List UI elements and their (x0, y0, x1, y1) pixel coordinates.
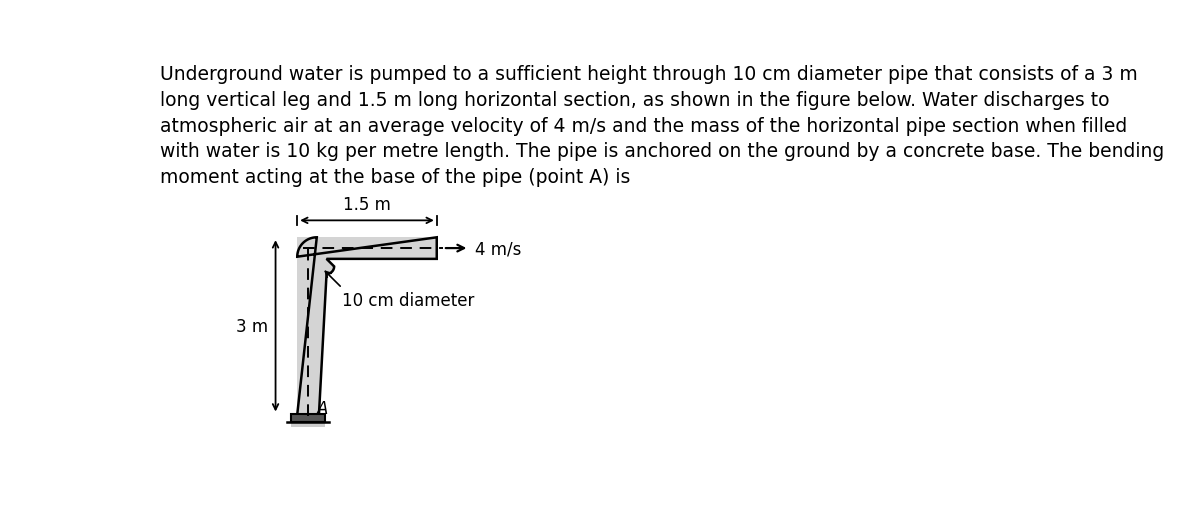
Text: Underground water is pumped to a sufficient height through 10 cm diameter pipe t: Underground water is pumped to a suffici… (160, 65, 1164, 187)
Text: 3 m: 3 m (235, 317, 268, 335)
Text: A: A (317, 400, 328, 418)
Polygon shape (298, 238, 437, 415)
Bar (292, 415, 325, 422)
Text: 1.5 m: 1.5 m (343, 196, 391, 214)
Bar (298, 238, 319, 415)
Text: 10 cm diameter: 10 cm diameter (342, 292, 474, 309)
Text: 4 m/s: 4 m/s (475, 240, 521, 258)
Bar (292, 422, 325, 427)
Bar (298, 238, 437, 260)
